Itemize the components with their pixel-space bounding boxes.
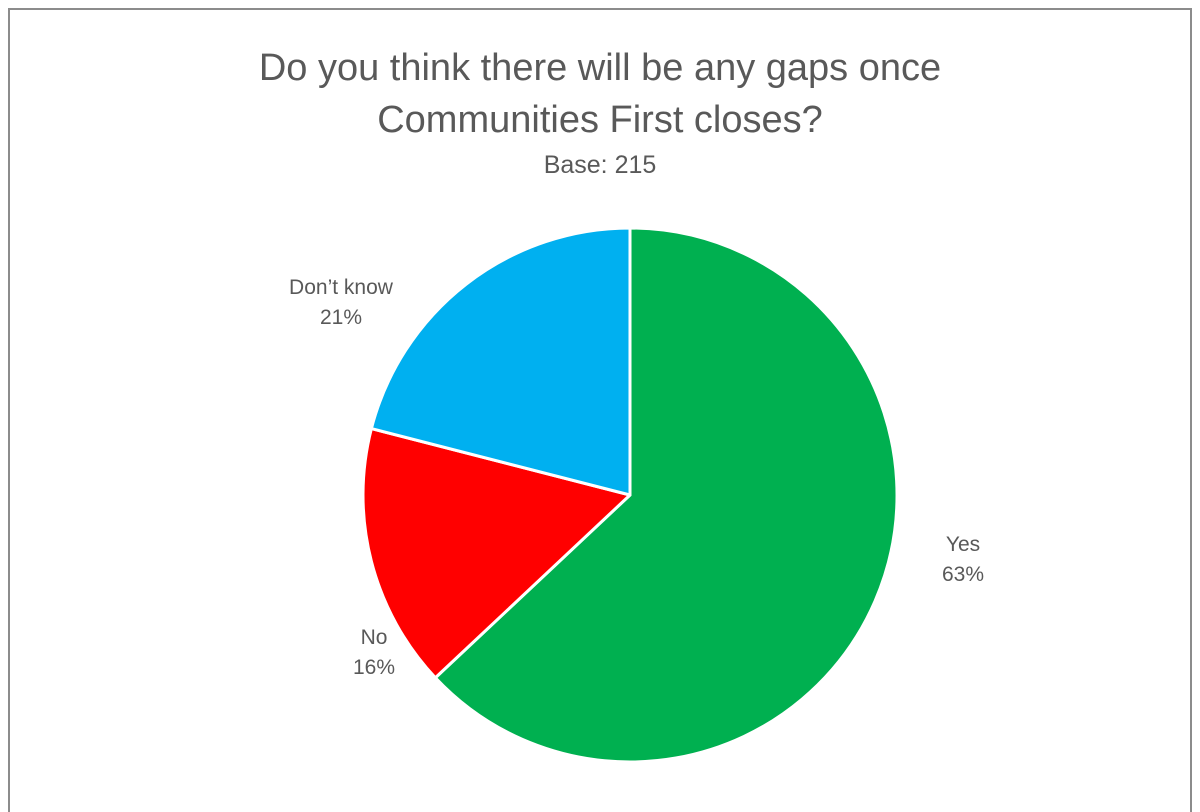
pie-labels: Yes 63% No 16% Don’t know 21% (289, 276, 984, 679)
chart-title-line-2: Communities First closes? (377, 99, 823, 141)
slice-label-yes: Yes (946, 533, 980, 556)
chart-title-line-1: Do you think there will be any gaps once (258, 47, 942, 89)
pie-slices (361, 226, 899, 764)
slice-value-yes: 63% (942, 563, 984, 586)
pie-slice-no (361, 427, 632, 680)
slice-value-no: 16% (353, 656, 395, 679)
chart-subtitle: Base: 215 (543, 151, 657, 179)
slice-label-don-t-know: Don’t know (289, 276, 394, 299)
pie-slice-yes (433, 226, 899, 764)
slice-value-don-t-know: 21% (320, 306, 362, 329)
slice-label-no: No (361, 626, 388, 649)
pie-slice-don-t-know (369, 226, 632, 497)
